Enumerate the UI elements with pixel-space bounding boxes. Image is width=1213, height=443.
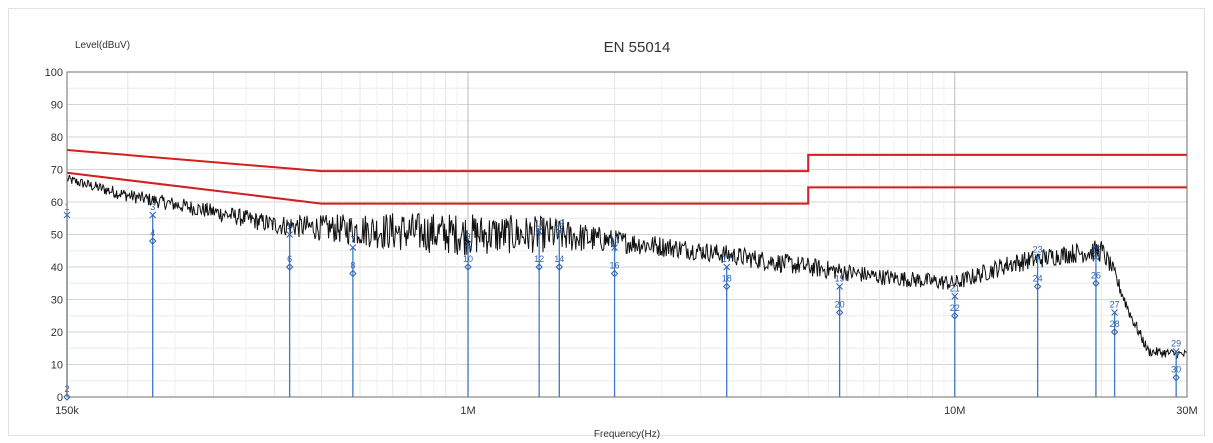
marker-avg-label: 22 (950, 303, 960, 313)
chart-title: EN 55014 (604, 39, 671, 56)
marker-qp-symbol (555, 227, 563, 235)
marker-avg-symbol (149, 237, 157, 245)
marker-avg-label: 8 (350, 261, 355, 271)
x-tick-label: 30M (1176, 405, 1197, 417)
marker-qp-label: 11 (534, 218, 543, 228)
marker-qp-label: 29 (1171, 339, 1181, 349)
marker-qp-label: 23 (1033, 244, 1043, 254)
marker-qp-symbol (611, 244, 618, 251)
marker-avg-label: 6 (287, 254, 292, 264)
marker-avg-symbol (349, 269, 357, 278)
x-tick-label: 1M (460, 405, 475, 417)
y-tick-label: 90 (51, 100, 63, 112)
x-tick-label: 150k (55, 405, 79, 417)
marker-avg-symbol (835, 308, 844, 317)
marker-qp-label: 21 (950, 283, 960, 293)
y-tick-label: 30 (51, 295, 63, 307)
marker-qp-symbol (349, 244, 357, 251)
marker-qp-symbol (1111, 309, 1118, 316)
x-tick-label: 10M (944, 405, 965, 417)
y-tick-label: 80 (51, 132, 63, 144)
marker-avg-symbol (285, 263, 294, 271)
marker-qp-symbol (1034, 253, 1041, 261)
marker-qp-symbol (1172, 348, 1180, 355)
marker-avg-label: 14 (554, 254, 564, 264)
y-axis-label: Level(dBuV) (75, 40, 130, 51)
y-tick-label: 0 (57, 392, 63, 404)
y-tick-label: 100 (45, 67, 63, 79)
y-tick-label: 40 (51, 262, 63, 274)
trace-line (66, 174, 1187, 360)
marker-qp-label: 15 (610, 235, 620, 245)
marker-qp-label: 19 (835, 274, 845, 284)
marker-avg-label: 26 (1091, 270, 1101, 280)
marker-avg-symbol (951, 312, 959, 320)
y-tick-label: 70 (51, 165, 63, 177)
marker-avg-symbol (723, 282, 731, 291)
limit-line (66, 149, 1187, 173)
marker-avg-label: 4 (150, 228, 155, 238)
marker-avg-label: 18 (722, 274, 732, 284)
x-axis-label: Frequency(Hz) (594, 429, 660, 440)
marker-qp-label: 9 (466, 231, 471, 241)
grid (67, 71, 1188, 398)
marker-avg-symbol (610, 269, 619, 278)
limit-line (66, 171, 1187, 205)
marker-qp-label: 7 (350, 235, 355, 245)
plot-area-border (66, 71, 1188, 398)
marker-avg-label: 12 (534, 254, 544, 264)
y-tick-label: 20 (51, 327, 63, 339)
marker-qp-label: 13 (554, 218, 564, 228)
marker-qp-label: 5 (287, 222, 292, 232)
y-tick-label: 10 (51, 360, 63, 372)
marker-qp-symbol (723, 263, 731, 271)
marker-avg-label: 20 (835, 300, 845, 310)
marker-qp-symbol (149, 211, 157, 219)
marker-qp-label: 27 (1110, 300, 1120, 310)
marker-qp-symbol (535, 227, 543, 235)
y-tick-label: 60 (51, 197, 63, 209)
marker-avg-label: 16 (610, 261, 620, 271)
marker-qp-symbol (1092, 253, 1100, 261)
marker-avg-symbol (1092, 279, 1100, 287)
marker-qp-symbol (836, 283, 843, 290)
marker-qp-symbol (286, 231, 293, 238)
limit-lines (66, 149, 1187, 205)
marker-qp-symbol (951, 292, 959, 300)
marker-avg-label: 30 (1171, 365, 1181, 375)
marker-qp-symbol (464, 240, 472, 248)
marker-avg-symbol (555, 263, 564, 271)
y-tick-label: 50 (51, 230, 63, 242)
trace (66, 174, 1187, 360)
marker-avg-symbol (1110, 328, 1119, 336)
marker-qp-label: 25 (1091, 244, 1101, 254)
marker-avg-symbol (535, 263, 543, 271)
marker-qp-label: 3 (150, 202, 155, 212)
ticks: 0 10 20 30 40 50 60 70 80 90 100 150k 1M 10M 30M (45, 67, 1198, 417)
marker-avg-label: 10 (463, 254, 473, 264)
marker-avg-symbol (1033, 282, 1042, 291)
marker-avg-label: 28 (1110, 319, 1120, 329)
marker-avg-symbol (464, 263, 472, 271)
marker-avg-label: 24 (1033, 274, 1043, 284)
marker-avg-symbol (1172, 373, 1180, 382)
marker-qp-label: 17 (722, 254, 732, 264)
